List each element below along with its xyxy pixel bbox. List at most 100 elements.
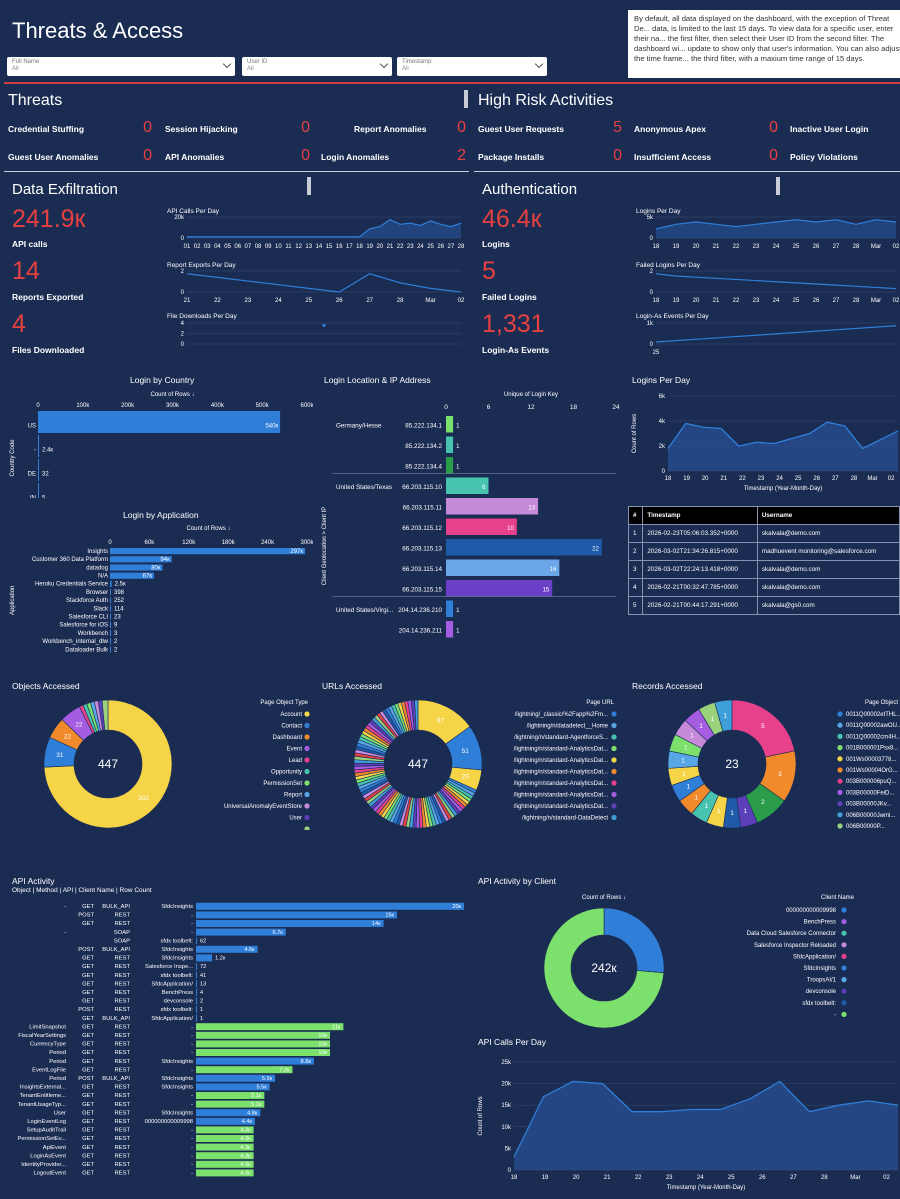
bar bbox=[110, 638, 111, 645]
table-cell: 5 bbox=[627, 596, 644, 615]
bar bbox=[196, 945, 258, 953]
threat-label: Credential Stuffing bbox=[8, 124, 85, 134]
y-tick-label: 20k bbox=[501, 1082, 512, 1088]
legend-label: SfdcInsights bbox=[803, 966, 836, 972]
x-tick-label: 18 bbox=[665, 476, 672, 482]
api-label: REST bbox=[115, 964, 131, 970]
api-label: SOAP bbox=[114, 938, 130, 944]
chart-title: API Activity by Client bbox=[478, 876, 556, 886]
logins-per-day-mini-chart: 0 5k 18 19 20 21 22 23 24 25 26 27 28 Mar 02 bbox=[647, 215, 900, 250]
threat-label: Login Anomalies bbox=[321, 152, 390, 162]
x-tick-label: 20 bbox=[376, 244, 383, 250]
login-by-application-chart: Count of Rows ↓ 0 60k 120k 180k 240k 300k Appli… bbox=[10, 526, 313, 653]
timestamp-filter[interactable]: Timestamp All bbox=[397, 57, 547, 76]
bar-label: 1 bbox=[456, 444, 460, 450]
x-tick-label: 25 bbox=[427, 244, 434, 250]
x-tick-label: 21 bbox=[713, 244, 720, 250]
bar bbox=[196, 1092, 265, 1099]
x-tick-label: 27 bbox=[448, 244, 455, 250]
x-tick-label: 23 bbox=[245, 298, 252, 304]
api-by-client-chart: Count of Rows ↓ 242к Client Name 0000000000… bbox=[543, 895, 855, 1028]
api-calls-per-day-chart: 0 20k 01 02 03 04 05 06 07 08 09 10 11 12 13 14 15 16 17 18… bbox=[174, 215, 465, 250]
bar-label: 10к bbox=[318, 1033, 327, 1039]
bar-label: 4.3к bbox=[240, 1153, 251, 1159]
x-tick-label: 18 bbox=[511, 1175, 518, 1181]
bar bbox=[446, 416, 454, 433]
legend-swatch bbox=[837, 823, 843, 829]
table-row[interactable]: 4 2026-02-21T00:32:47.785+0000 skalvala@de… bbox=[627, 578, 900, 597]
client-label: SfdcApplication/ bbox=[151, 1016, 193, 1022]
legend-label: Lead bbox=[289, 758, 302, 764]
threat-label: Report Anomalies bbox=[354, 124, 427, 134]
bar bbox=[110, 556, 172, 563]
x-tick-label: 28 bbox=[853, 298, 860, 304]
y-tick-label: 0 bbox=[662, 469, 666, 475]
threat-value: 0 bbox=[143, 147, 152, 164]
table-cell: 2 bbox=[627, 542, 644, 561]
bar-label: 94к bbox=[160, 557, 170, 563]
scroll-handle[interactable] bbox=[307, 177, 311, 195]
table-row[interactable]: 2 2026-03-02T21:34:26.815+0000 madhuevent … bbox=[627, 542, 900, 561]
chart-title: Login Location & IP Address bbox=[324, 375, 431, 385]
y-tick-label: 0 bbox=[650, 236, 654, 242]
legend-label: 001Ws00003778... bbox=[846, 757, 897, 763]
risk-value: 0 bbox=[613, 147, 622, 164]
chart-subtitle: Object | Method | API | Client Name | Ro… bbox=[12, 887, 152, 894]
client-label: sfdx toolbelt: bbox=[160, 1007, 193, 1013]
scroll-handle[interactable] bbox=[776, 177, 780, 195]
api-label: REST bbox=[115, 1024, 131, 1030]
table-row[interactable]: 5 2026-02-21T00:44:17.291+0000 skalvala@gs… bbox=[627, 596, 900, 615]
legend-label: 001B000001Psx8... bbox=[846, 746, 899, 752]
scroll-handle[interactable] bbox=[464, 90, 468, 108]
bar bbox=[196, 1083, 270, 1091]
risk-label: Policy Violations bbox=[790, 152, 858, 162]
method-label: GET bbox=[82, 1171, 94, 1177]
method-label: GET bbox=[82, 981, 94, 987]
object-label: Period bbox=[49, 1076, 66, 1082]
file-downloads-chart: 0 2 4 bbox=[181, 321, 461, 348]
api-label: BULK_API bbox=[102, 904, 130, 910]
table-cell: 2026-02-21T00:44:17.291+0000 bbox=[642, 596, 758, 615]
user-id-filter[interactable]: User ID All bbox=[242, 57, 392, 76]
table-header-row: # Timestamp Username bbox=[627, 506, 900, 525]
object-label: PermissionSetEv... bbox=[17, 1136, 66, 1142]
bar-label: 15 bbox=[543, 587, 550, 593]
full-name-filter[interactable]: Full Name All bbox=[7, 57, 235, 76]
table-row[interactable]: 3 2026-03-02T22:24:13.418+0000 skalvala@de… bbox=[627, 560, 900, 579]
legend-title: Client Name bbox=[821, 895, 855, 901]
client-label: - bbox=[191, 921, 193, 927]
x-tick-label: Mar bbox=[425, 298, 435, 304]
legend-label: Event bbox=[287, 747, 303, 753]
bar-label: 398 bbox=[114, 590, 125, 596]
series-area bbox=[668, 422, 898, 471]
legend-swatch bbox=[611, 814, 617, 821]
threats-title: Threats bbox=[8, 92, 63, 109]
bar-label: 6 bbox=[482, 485, 486, 491]
category-label: datadog bbox=[86, 565, 108, 571]
risk-value: 0 bbox=[769, 119, 778, 136]
x-tick-label: 0 bbox=[36, 403, 40, 409]
x-tick-label: 26 bbox=[813, 298, 820, 304]
series-area bbox=[187, 219, 461, 238]
table-row[interactable]: 1 2026-02-23T05:06:03.352+0000 skalvala@de… bbox=[627, 524, 900, 543]
bar bbox=[196, 1100, 265, 1108]
bar-label: 4.4к bbox=[242, 1119, 253, 1125]
x-axis-label: Timestamp (Year-Month-Day) bbox=[667, 1185, 746, 1191]
x-tick-label: 10 bbox=[275, 244, 282, 250]
series-line bbox=[655, 219, 897, 230]
bar-label: 4.3к bbox=[240, 1162, 251, 1168]
bar bbox=[110, 646, 111, 653]
x-tick-label: 23 bbox=[758, 476, 765, 482]
client-label: - bbox=[191, 1093, 193, 1099]
client-label: - bbox=[191, 1033, 193, 1039]
login-by-country-chart: Count of Rows ↓ 0 100k 200k 300k 400k 500k 600k… bbox=[10, 392, 313, 498]
legend-label: 001Ws00004OrG... bbox=[846, 768, 898, 774]
y-axis-label: Count of Rows bbox=[478, 1096, 484, 1135]
x-tick-label: 22 bbox=[733, 244, 740, 250]
category-label: Workbench_internal_dlw bbox=[42, 639, 108, 645]
legend-label: 000000000009998 bbox=[786, 908, 837, 914]
x-tick-label: 06 bbox=[234, 244, 241, 250]
object-label: LoginAsEvent bbox=[30, 1153, 66, 1159]
method-label: GET bbox=[82, 1153, 94, 1159]
